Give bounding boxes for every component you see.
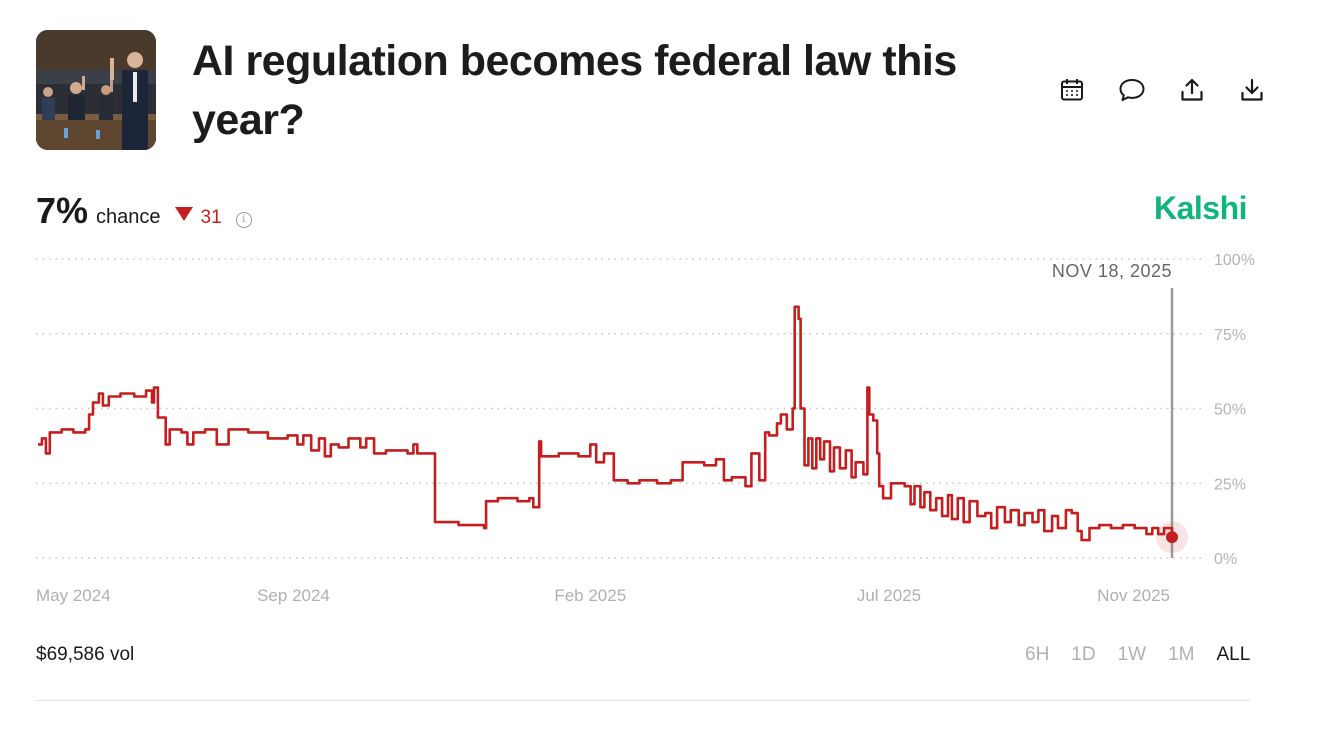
x-tick-label: Sep 2024	[257, 586, 330, 605]
probability-value: 7%	[36, 190, 89, 231]
x-axis-labels: May 2024 Sep 2024 Feb 2025 Jul 2025 Nov 2025	[36, 586, 1170, 605]
comment-icon	[1119, 79, 1145, 101]
range-all[interactable]: ALL	[1216, 644, 1251, 665]
download-button[interactable]	[1236, 74, 1268, 106]
share-button[interactable]	[1176, 74, 1208, 106]
range-6h[interactable]: 6H	[1025, 644, 1050, 665]
share-icon	[1181, 78, 1203, 101]
x-tick-label: Jul 2025	[857, 586, 921, 605]
range-1m[interactable]: 1M	[1168, 644, 1195, 665]
market-thumbnail	[36, 30, 156, 150]
change-indicator: 31	[174, 207, 222, 229]
calendar-icon	[1061, 79, 1083, 101]
info-icon[interactable]: i	[235, 211, 252, 228]
x-tick-label: May 2024	[36, 586, 111, 605]
volume-label: $69,586 vol	[36, 644, 135, 665]
x-tick-label: Nov 2025	[1097, 586, 1170, 605]
y-tick-label: 25%	[1214, 476, 1246, 493]
y-tick-label: 100%	[1214, 252, 1255, 269]
y-axis-labels: 0% 25% 50% 75% 100%	[1214, 252, 1255, 568]
brand-logo[interactable]: Kalshi	[1154, 190, 1248, 226]
hearing-photo	[36, 30, 156, 150]
series-line-yes	[38, 305, 1174, 542]
action-toolbar	[1056, 74, 1268, 106]
comment-button[interactable]	[1116, 74, 1148, 106]
current-point	[1166, 531, 1178, 544]
market-title: AI regulation becomes federal law this y…	[192, 37, 957, 144]
down-triangle-icon	[174, 207, 193, 221]
calendar-button[interactable]	[1056, 74, 1088, 106]
x-tick-label: Feb 2025	[554, 586, 626, 605]
probability-summary: 7% chance 31 i	[36, 190, 252, 232]
change-value: 31	[200, 207, 222, 228]
time-range-selector: 6H 1D 1W 1M ALL	[1025, 644, 1250, 666]
y-tick-label: 75%	[1214, 327, 1246, 344]
download-icon	[1241, 78, 1263, 101]
range-1w[interactable]: 1W	[1117, 644, 1147, 665]
cursor-date-label: NOV 18, 2025	[1052, 261, 1172, 281]
y-tick-label: 0%	[1214, 551, 1237, 568]
chance-label: chance	[96, 206, 161, 228]
chart-grid	[36, 258, 1206, 559]
price-chart[interactable]: 0% 25% 50% 75% 100% May 2024 Sep 2024 Feb 2025…	[0, 240, 1318, 610]
divider	[36, 700, 1250, 701]
range-1d[interactable]: 1D	[1071, 644, 1096, 665]
y-tick-label: 50%	[1214, 402, 1246, 419]
